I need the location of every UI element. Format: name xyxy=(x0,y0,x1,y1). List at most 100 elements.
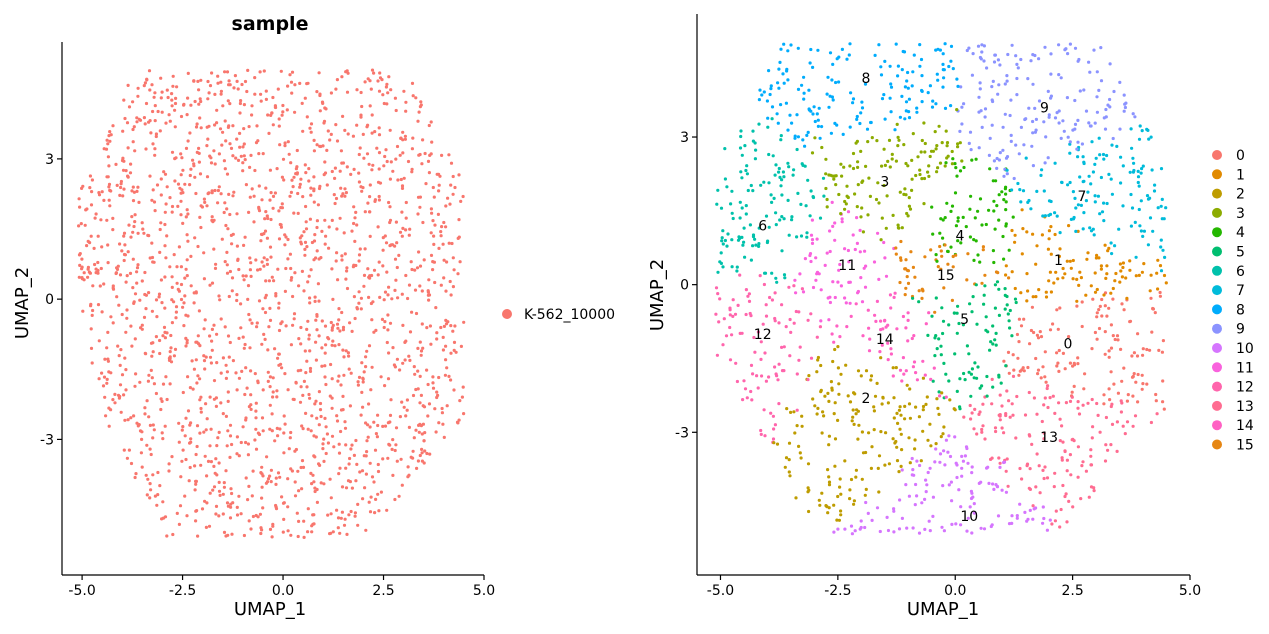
left-y-tick-label: -3 xyxy=(40,432,54,448)
cluster-point xyxy=(757,122,761,126)
cluster-point xyxy=(1120,401,1124,405)
sample-point xyxy=(100,371,104,375)
sample-point xyxy=(223,167,227,171)
sample-point xyxy=(222,530,227,535)
sample-point xyxy=(123,418,127,422)
cluster-point xyxy=(1008,415,1012,419)
sample-point xyxy=(103,395,107,399)
sample-point xyxy=(322,121,326,125)
sample-point xyxy=(345,266,349,270)
sample-point xyxy=(224,469,228,473)
cluster-point xyxy=(927,174,931,178)
cluster-point xyxy=(1014,143,1018,147)
sample-point xyxy=(376,180,381,184)
cluster-point xyxy=(931,514,935,519)
sample-point xyxy=(412,436,416,440)
cluster-point xyxy=(891,366,895,370)
cluster-point xyxy=(1070,395,1074,399)
sample-point xyxy=(214,512,218,516)
cluster-point xyxy=(1088,124,1092,128)
cluster-point xyxy=(1154,392,1158,397)
sample-point xyxy=(360,104,364,109)
cluster-point xyxy=(769,84,773,88)
cluster-point xyxy=(809,109,813,113)
cluster-point xyxy=(1021,227,1025,231)
cluster-point xyxy=(741,398,745,402)
cluster-point xyxy=(978,87,982,91)
cluster-point xyxy=(937,390,941,394)
sample-point xyxy=(312,513,316,517)
legend-label-cluster-14: 14 xyxy=(1236,418,1254,434)
cluster-point xyxy=(796,191,800,195)
sample-point xyxy=(136,185,140,189)
sample-point xyxy=(179,191,183,195)
sample-point xyxy=(148,119,152,123)
cluster-point xyxy=(833,401,837,405)
sample-point xyxy=(107,164,111,168)
sample-point xyxy=(210,327,214,331)
cluster-point xyxy=(941,62,945,66)
sample-point xyxy=(274,294,278,298)
cluster-point xyxy=(759,428,763,433)
sample-point xyxy=(165,397,169,402)
sample-point xyxy=(218,493,222,497)
cluster-point xyxy=(902,192,906,196)
cluster-point xyxy=(775,442,780,446)
cluster-point xyxy=(1052,485,1056,489)
cluster-point xyxy=(1065,259,1069,263)
cluster-point xyxy=(1120,302,1124,306)
cluster-point xyxy=(1103,459,1108,463)
sample-point xyxy=(308,349,312,353)
cluster-point xyxy=(749,389,753,394)
cluster-point xyxy=(1014,436,1018,440)
cluster-point xyxy=(879,356,883,360)
sample-point xyxy=(249,527,253,531)
sample-point xyxy=(418,264,423,268)
cluster-point xyxy=(1055,364,1059,368)
sample-point xyxy=(391,346,395,350)
sample-point xyxy=(111,216,115,220)
cluster-point xyxy=(724,334,729,338)
cluster-point xyxy=(855,117,859,121)
sample-point xyxy=(140,327,144,331)
cluster-point xyxy=(1069,217,1073,221)
sample-point xyxy=(260,416,265,420)
cluster-point xyxy=(940,391,944,395)
sample-point xyxy=(226,390,230,394)
cluster-point xyxy=(813,119,817,124)
cluster-point xyxy=(900,68,904,72)
sample-point xyxy=(344,443,348,447)
sample-point xyxy=(135,116,139,120)
cluster-point xyxy=(890,152,894,156)
sample-point xyxy=(341,325,346,329)
cluster-point xyxy=(1031,164,1035,168)
cluster-point xyxy=(916,155,920,159)
sample-point xyxy=(422,405,427,409)
sample-point xyxy=(314,256,318,260)
sample-point xyxy=(231,124,235,128)
cluster-point xyxy=(836,345,840,349)
cluster-point xyxy=(1055,214,1059,218)
sample-point xyxy=(279,69,283,73)
cluster-point xyxy=(754,148,758,152)
cluster-point xyxy=(882,93,886,97)
cluster-point xyxy=(972,502,976,506)
sample-point xyxy=(368,79,372,83)
cluster-point xyxy=(943,106,948,110)
cluster-point xyxy=(763,434,767,438)
sample-point xyxy=(100,310,104,314)
sample-point xyxy=(147,373,151,377)
sample-point xyxy=(290,70,295,74)
sample-point xyxy=(239,326,243,330)
sample-point xyxy=(139,451,143,455)
cluster-point xyxy=(947,323,951,327)
cluster-point xyxy=(1071,437,1075,441)
cluster-point xyxy=(1149,273,1153,277)
sample-point xyxy=(230,491,234,496)
cluster-point xyxy=(1001,125,1005,129)
sample-point xyxy=(175,281,179,285)
sample-point xyxy=(301,195,305,199)
cluster-point xyxy=(749,363,754,367)
cluster-point xyxy=(883,463,887,467)
cluster-point xyxy=(855,408,859,412)
